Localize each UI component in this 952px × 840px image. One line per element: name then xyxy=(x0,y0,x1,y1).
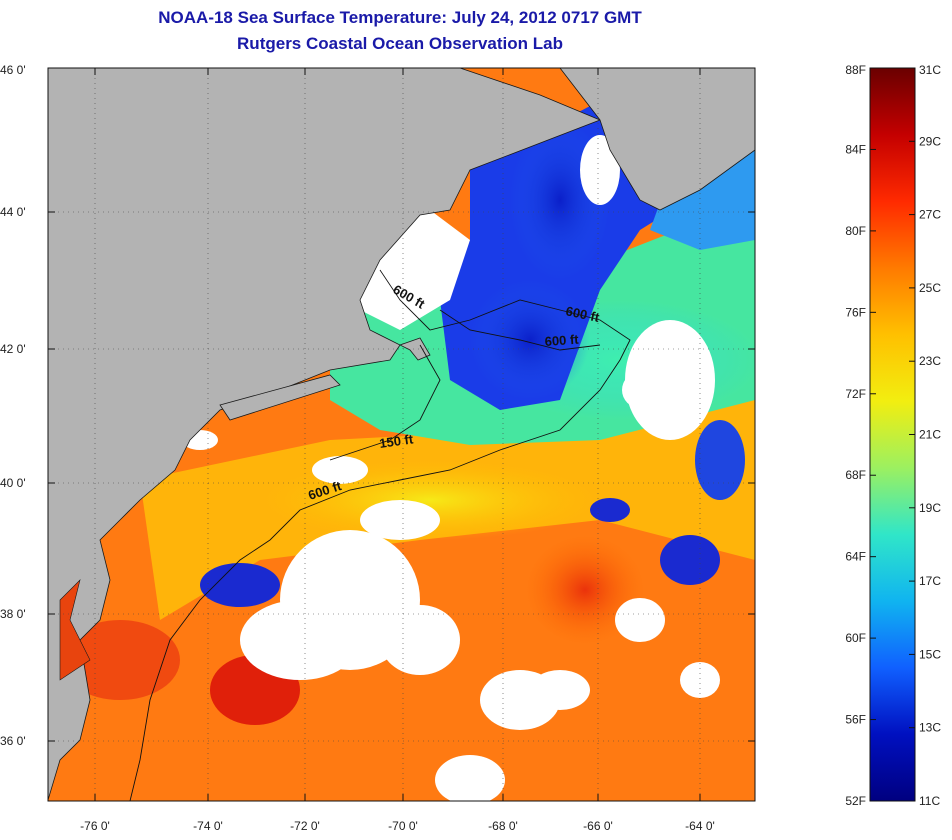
colorbar-f-label: 52F xyxy=(845,794,866,808)
lon-label: -76 0' xyxy=(80,819,110,833)
colorbar-c-label: 25C xyxy=(919,281,941,295)
colorbar-c-label: 13C xyxy=(919,721,941,735)
bathymetry-contours xyxy=(129,269,631,801)
lat-label: 42 0' xyxy=(0,342,26,356)
cloud-mask xyxy=(182,135,720,801)
axis-ticks xyxy=(48,68,755,801)
colorbar-c-label: 31C xyxy=(919,63,941,77)
land xyxy=(48,68,755,801)
sst-cold-patch xyxy=(590,498,630,522)
lon-label: -70 0' xyxy=(388,819,418,833)
colorbar xyxy=(869,67,916,802)
colorbar-f-label: 80F xyxy=(845,224,866,238)
colorbar-f-label: 56F xyxy=(845,713,866,727)
sst-warm-eddy xyxy=(525,535,645,645)
colorbar-f-label: 68F xyxy=(845,468,866,482)
graticule xyxy=(48,68,755,801)
colorbar-c-label: 27C xyxy=(919,208,941,222)
colorbar-f-label: 60F xyxy=(845,631,866,645)
lat-label: 38 0' xyxy=(0,607,26,621)
lat-label: 40 0' xyxy=(0,476,26,490)
colorbar-c-label: 15C xyxy=(919,647,941,661)
colorbar-c-label: 19C xyxy=(919,501,941,515)
sst-cold-patch xyxy=(660,535,720,585)
colorbar-c-label: 17C xyxy=(919,574,941,588)
colorbar-c-label: 11C xyxy=(919,794,940,808)
map-frame xyxy=(47,67,756,802)
colorbar-f-ticks: 88F 84F 80F 76F 72F 68F 64F 60F 56F 52F xyxy=(845,63,876,808)
chart-subtitle: Rutgers Coastal Ocean Observation Lab xyxy=(237,34,563,53)
colorbar-f-label: 84F xyxy=(845,142,866,156)
colorbar-c-label: 21C xyxy=(919,428,941,442)
lon-label: -64 0' xyxy=(685,819,715,833)
map-area xyxy=(48,68,755,801)
chart-title: NOAA-18 Sea Surface Temperature: July 24… xyxy=(158,8,642,27)
lon-label: -66 0' xyxy=(583,819,613,833)
contour-label: 600 ft xyxy=(544,332,580,349)
contour-label: 600 ft xyxy=(564,303,601,325)
longitude-labels: -76 0' -74 0' -72 0' -70 0' -68 0' -66 0… xyxy=(80,819,715,833)
lat-label: 46 0' xyxy=(0,63,26,77)
lon-label: -68 0' xyxy=(488,819,518,833)
chesapeake-bay xyxy=(59,579,91,681)
colorbar-f-label: 64F xyxy=(845,550,866,564)
colorbar-c-ticks: 31C 29C 27C 25C 23C 21C 19C 17C 15C 13C 11C xyxy=(909,63,941,808)
lon-label: -74 0' xyxy=(193,819,223,833)
colorbar-c-label: 29C xyxy=(919,134,941,148)
colorbar-f-label: 72F xyxy=(845,387,866,401)
lat-label: 36 0' xyxy=(0,734,26,748)
lat-label: 44 0' xyxy=(0,205,26,219)
sst-cold-patch xyxy=(695,420,745,500)
colorbar-f-label: 76F xyxy=(845,305,866,319)
contour-label: 150 ft xyxy=(378,431,414,451)
sst-cold-patch xyxy=(200,563,280,607)
latitude-labels: 46 0' 44 0' 42 0' 40 0' 38 0' 36 0' xyxy=(0,63,26,748)
colorbar-c-label: 23C xyxy=(919,354,941,368)
sst-warm-nearshore xyxy=(60,620,180,700)
lon-label: -72 0' xyxy=(290,819,320,833)
colorbar-f-label: 88F xyxy=(845,63,866,77)
